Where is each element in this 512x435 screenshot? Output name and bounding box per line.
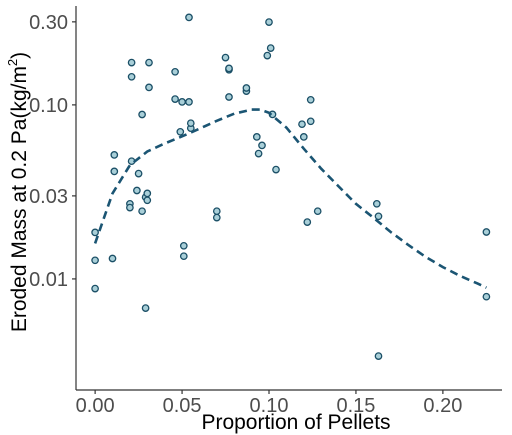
data-point	[110, 151, 119, 159]
data-point	[263, 51, 272, 60]
data-point	[265, 18, 273, 26]
data-point	[298, 120, 306, 129]
x-tick-label: 0.20	[423, 395, 462, 417]
data-point	[145, 83, 153, 92]
y-tick-label: 0.01	[29, 269, 68, 291]
axes	[72, 6, 502, 394]
x-tick-label: 0.15	[336, 395, 375, 417]
data-point	[171, 95, 179, 103]
y-axis-title: Eroded Mass at 0.2 Pa(kg/m2)	[5, 52, 31, 332]
data-point	[374, 352, 383, 360]
data-point	[138, 110, 146, 119]
y-tick-label: 0.03	[29, 186, 68, 208]
data-point	[266, 44, 275, 52]
data-point	[91, 284, 99, 293]
data-point	[126, 203, 134, 212]
data-point	[372, 199, 381, 208]
data-point	[303, 218, 312, 226]
data-point	[254, 149, 263, 158]
y-tick-label: 0.10	[29, 95, 68, 117]
y-axis-title-suffix: )	[8, 52, 31, 59]
data-point	[313, 207, 322, 216]
x-axis-title: Proportion of Pellets	[201, 411, 390, 434]
data-point	[242, 84, 251, 92]
data-point	[482, 292, 491, 301]
data-point	[108, 254, 117, 263]
data-point	[145, 58, 153, 67]
data-point	[143, 196, 152, 205]
data-point	[212, 213, 221, 222]
data-point	[178, 98, 186, 106]
data-point	[179, 252, 188, 261]
data-point	[185, 98, 193, 106]
data-point	[299, 133, 308, 141]
data-point	[91, 228, 99, 237]
data-point	[176, 127, 185, 136]
data-point	[133, 186, 141, 195]
data-point	[127, 58, 136, 67]
data-point	[272, 165, 280, 174]
data-point	[306, 95, 315, 104]
data-point	[225, 93, 233, 101]
trend-line	[93, 108, 487, 289]
data-point	[127, 72, 136, 81]
data-point	[141, 304, 150, 312]
data-point	[143, 189, 152, 198]
data-point	[134, 169, 143, 178]
data-point	[221, 53, 230, 62]
data-point	[374, 212, 383, 221]
plot-area	[91, 13, 491, 360]
data-point	[110, 167, 119, 176]
data-point	[185, 13, 193, 22]
x-tick-label: 0.10	[250, 395, 289, 417]
data-point	[482, 228, 491, 236]
data-point	[212, 207, 221, 216]
tick-labels: 0.00 0.05 0.10 0.15 0.20 0.01 0.03 0.10 0.30	[29, 12, 462, 417]
data-point	[258, 141, 266, 150]
data-point	[138, 207, 146, 216]
data-point	[225, 64, 233, 73]
y-axis-title-prefix: Eroded Mass at 0.2 Pa(kg/m	[8, 66, 31, 332]
y-tick-label: 0.30	[29, 12, 68, 34]
y-axis-title-superscript: 2	[5, 59, 20, 66]
data-point	[179, 241, 188, 250]
data-point	[171, 67, 179, 76]
data-point	[186, 119, 195, 128]
data-point	[306, 117, 315, 126]
x-tick-label: 0.05	[163, 395, 202, 417]
x-tick-label: 0.00	[76, 395, 115, 417]
data-point	[252, 133, 261, 141]
data-point	[91, 256, 99, 265]
